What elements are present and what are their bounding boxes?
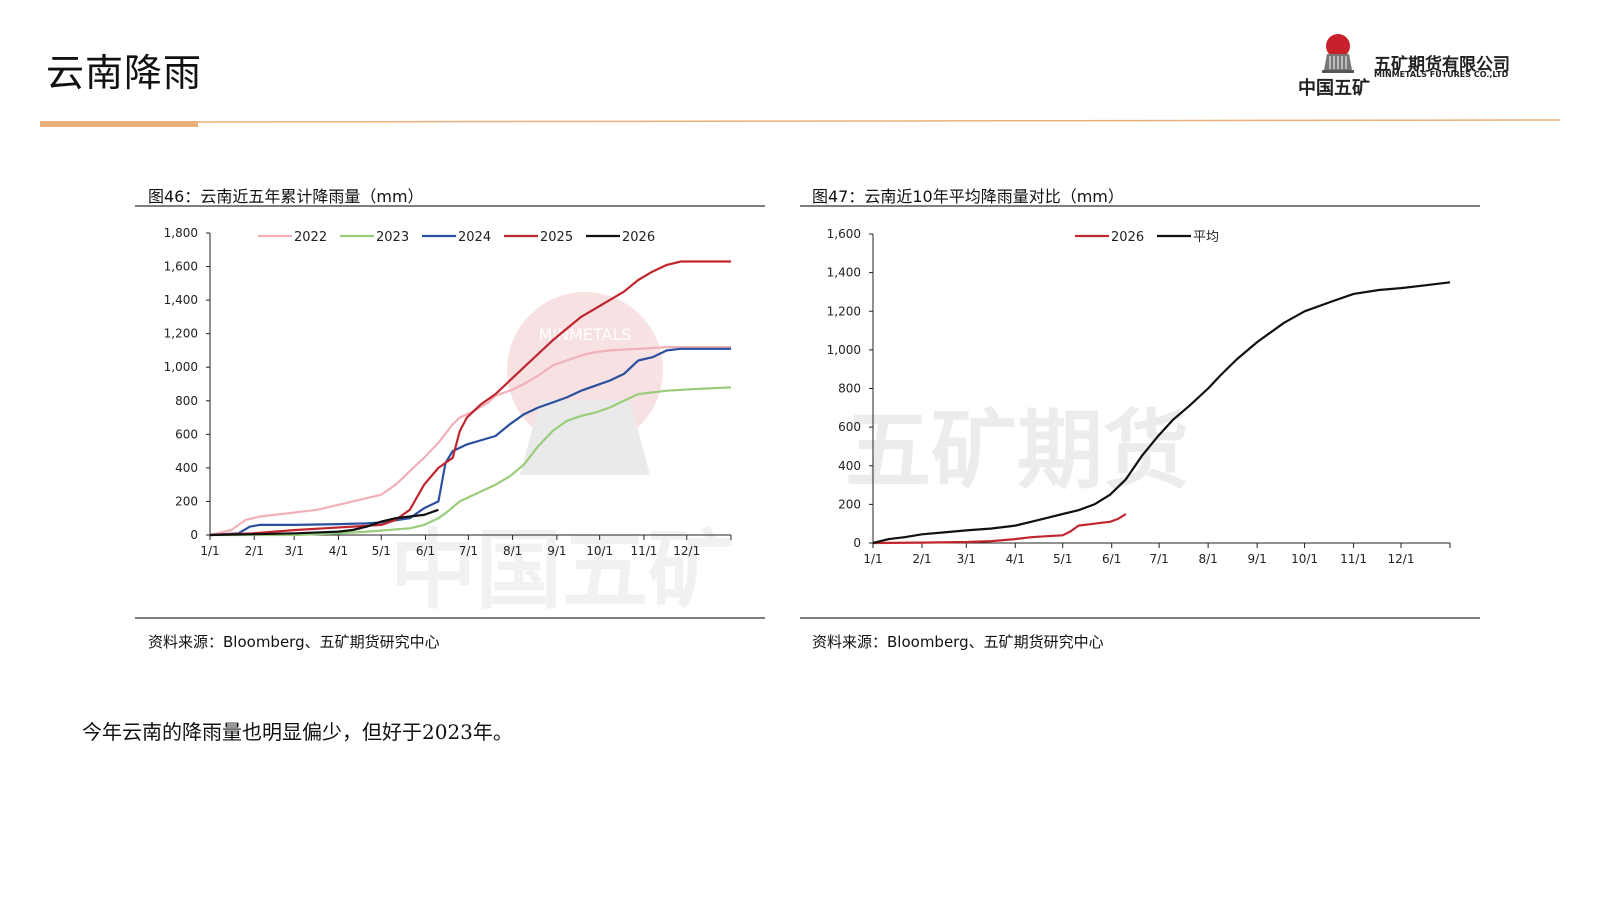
fig46-series-line-2024	[209, 347, 731, 537]
fig47-legend-label-2026: 2026	[1111, 230, 1144, 245]
fig46-series-line-2025	[209, 260, 731, 537]
fig46-x-tick-label: 1/1	[200, 544, 219, 558]
watermark-seal-text: MINMETALS	[539, 325, 632, 344]
fig46-x-tick-label: 6/1	[416, 544, 435, 558]
header-divider	[40, 119, 1561, 127]
fig46-x-tick-label: 8/1	[503, 544, 522, 558]
fig46-y-tick-label: 1,200	[164, 327, 198, 341]
fig47-y-tick-label: 1,600	[827, 227, 861, 241]
fig46-y-tick-label: 600	[175, 427, 198, 441]
fig46-series-line-2022	[209, 346, 731, 537]
fig46-y-tick-label: 0	[190, 528, 198, 542]
fig46-legend-label-2024: 2024	[458, 230, 491, 245]
fig47-x-tick-label: 7/1	[1149, 552, 1168, 566]
fig46-y-tick-label: 1,400	[164, 293, 198, 307]
fig46-x-tick-label: 11/1	[630, 544, 657, 558]
figure-47-chart: 五矿期货 0 200 400 600 800 1,000 1,200 1,400 1,600 1/1…	[800, 205, 1480, 619]
fig47-x-tick-label: 9/1	[1247, 552, 1266, 566]
fig47-y-tick-label: 600	[838, 420, 861, 434]
fig47-y-tick-label: 1,400	[827, 266, 861, 280]
fig47-x-tick-label: 6/1	[1102, 552, 1121, 566]
fig47-x-tick-label: 10/1	[1291, 552, 1318, 566]
fig46-x-tick-label: 3/1	[285, 544, 304, 558]
fig46-x-tick-label: 10/1	[586, 544, 613, 558]
fig46-y-tick-label: 800	[175, 394, 198, 408]
figure-46-source: 资料来源：Bloomberg、五矿期货研究中心	[148, 633, 440, 651]
fig46-legend-label-2022: 2022	[294, 230, 327, 245]
header-divider-line	[197, 119, 1561, 123]
fig46-legend-label-2025: 2025	[540, 230, 573, 245]
company-name-cn: 五矿期货有限公司	[1374, 55, 1510, 75]
fig46-x-tick-label: 9/1	[547, 544, 566, 558]
conclusion-text: 今年云南的降雨量也明显偏少，但好于2023年。	[82, 720, 513, 744]
page-title: 云南降雨	[46, 51, 203, 95]
logo-red-disc	[1326, 34, 1350, 58]
watermark-seal: MINMETALS	[507, 292, 663, 475]
fig47-x-tick-label: 4/1	[1006, 552, 1025, 566]
fig47-x-tick-label: 12/1	[1388, 552, 1415, 566]
fig46-series-line-2026	[209, 508, 439, 537]
fig47-x-tick-label: 8/1	[1198, 552, 1217, 566]
fig46-y-tick-label: 200	[175, 494, 198, 508]
figure-46-title: 图46：云南近五年累计降雨量（mm）	[148, 187, 424, 206]
fig46-x-tick-label: 7/1	[459, 544, 478, 558]
watermark-cn-text: 五矿期货	[845, 401, 1189, 501]
fig46-x-tick-label: 4/1	[329, 544, 348, 558]
fig47-x-tick-label: 5/1	[1053, 552, 1072, 566]
fig46-y-tick-label: 1,800	[164, 226, 198, 240]
fig47-y-tick-label: 800	[838, 382, 861, 396]
fig46-x-tick-label: 12/1	[673, 544, 700, 558]
fig46-x-tick-label: 2/1	[245, 544, 264, 558]
figure-47-title: 图47：云南近10年平均降雨量对比（mm）	[812, 187, 1124, 206]
fig47-x-tick-label: 3/1	[957, 552, 976, 566]
logo-text: 中国五矿	[1298, 78, 1370, 99]
fig47-x-tick-label: 11/1	[1340, 552, 1367, 566]
fig46-legend-label-2026: 2026	[622, 230, 655, 245]
fig47-y-tick-label: 200	[838, 497, 861, 511]
fig46-y-tick-label: 1,600	[164, 260, 198, 274]
fig46-y-tick-label: 400	[175, 461, 198, 475]
fig46-y-tick-label: 1,000	[164, 360, 198, 374]
fig46-legend-label-2023: 2023	[376, 230, 409, 245]
company-logo	[1322, 34, 1354, 73]
fig47-legend-label-平均: 平均	[1193, 230, 1219, 245]
fig47-x-tick-label: 1/1	[863, 552, 882, 566]
fig46-series-line-2023	[210, 386, 732, 537]
fig46-x-tick-label: 5/1	[372, 544, 391, 558]
fig47-y-tick-label: 1,000	[827, 343, 861, 357]
header-divider-accent	[40, 121, 198, 127]
fig47-y-tick-label: 0	[853, 536, 861, 550]
watermark-logo-text: 中国五矿	[390, 521, 734, 621]
fig47-x-tick-label: 2/1	[912, 552, 931, 566]
figure-47-source: 资料来源：Bloomberg、五矿期货研究中心	[812, 633, 1104, 651]
fig47-series-line-2026	[872, 513, 1127, 545]
fig47-series-line-平均	[872, 281, 1451, 545]
fig47-y-tick-label: 1,200	[827, 304, 861, 318]
fig47-y-tick-label: 400	[838, 459, 861, 473]
company-name-en: MINMETALS FUTURES CO.,LTD	[1374, 70, 1509, 79]
figure-46-chart: MINMETALS 中国五矿 0 200 400 600 800 1,000 1,200 1,40…	[135, 205, 765, 621]
